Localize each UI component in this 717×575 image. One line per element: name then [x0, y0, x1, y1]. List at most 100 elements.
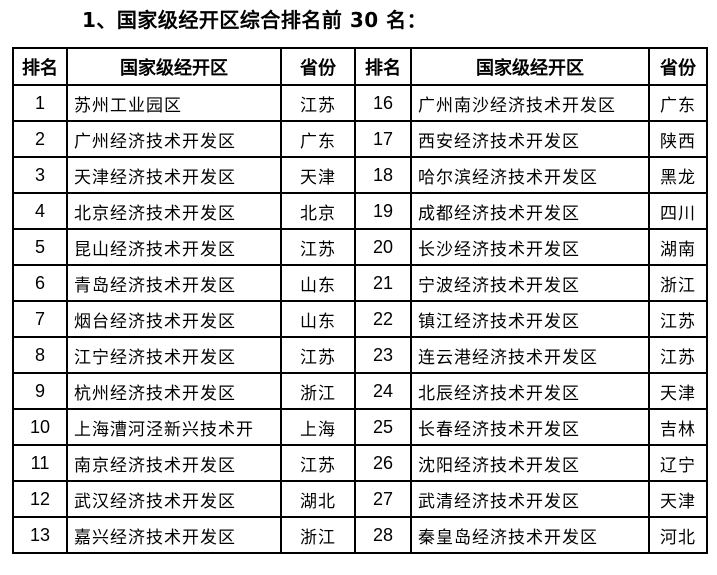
rank-cell: 8 [12, 336, 68, 374]
zone-cell: 北京经济技术开发区 [66, 192, 282, 230]
table-row: 4 北京经济技术开发区 北京 19 成都经济技术开发区 四川 [12, 192, 708, 230]
table-row: 7 烟台经济技术开发区 山东 22 镇江经济技术开发区 江苏 [12, 300, 708, 338]
province-cell: 上海 [280, 408, 356, 446]
zone-cell: 嘉兴经济技术开发区 [66, 516, 282, 554]
province-cell: 江苏 [648, 300, 708, 338]
table-row: 3 天津经济技术开发区 天津 18 哈尔滨经济技术开发区 黑龙 [12, 156, 708, 194]
zone-cell: 成都经济技术开发区 [410, 192, 650, 230]
zone-cell: 北辰经济技术开发区 [410, 372, 650, 410]
rank-cell: 13 [12, 516, 68, 554]
province-cell: 广东 [648, 84, 708, 122]
province-cell: 山东 [280, 300, 356, 338]
zone-cell: 青岛经济技术开发区 [66, 264, 282, 302]
rank-cell: 7 [12, 300, 68, 338]
rank-cell: 6 [12, 264, 68, 302]
province-cell: 湖南 [648, 228, 708, 266]
rank-cell: 26 [354, 444, 412, 482]
table-row: 2 广州经济技术开发区 广东 17 西安经济技术开发区 陕西 [12, 120, 708, 158]
zone-cell: 烟台经济技术开发区 [66, 300, 282, 338]
zone-cell: 武清经济技术开发区 [410, 480, 650, 518]
section-title: 1、国家级经开区综合排名前 30 名： [82, 8, 428, 32]
table-row: 5 昆山经济技术开发区 江苏 20 长沙经济技术开发区 湖南 [12, 228, 708, 266]
province-cell: 天津 [648, 372, 708, 410]
province-cell: 江苏 [280, 336, 356, 374]
ranking-table: 排名 国家级经开区 省份 排名 国家级经开区 省份 1 苏州工业园区 江苏 16 广州南… [12, 47, 708, 554]
rank-cell: 2 [12, 120, 68, 158]
province-cell: 河北 [648, 516, 708, 554]
zone-cell: 宁波经济技术开发区 [410, 264, 650, 302]
zone-cell: 哈尔滨经济技术开发区 [410, 156, 650, 194]
rank-cell: 21 [354, 264, 412, 302]
header-rank: 排名 [12, 47, 68, 86]
rank-cell: 10 [12, 408, 68, 446]
province-cell: 浙江 [280, 372, 356, 410]
rank-cell: 4 [12, 192, 68, 230]
rank-cell: 20 [354, 228, 412, 266]
rank-cell: 22 [354, 300, 412, 338]
province-cell: 黑龙 [648, 156, 708, 194]
province-cell: 吉林 [648, 408, 708, 446]
zone-cell: 长沙经济技术开发区 [410, 228, 650, 266]
province-cell: 江苏 [280, 84, 356, 122]
table-row: 10 上海漕河泾新兴技术开 上海 25 长春经济技术开发区 吉林 [12, 408, 708, 446]
rank-cell: 17 [354, 120, 412, 158]
rank-cell: 27 [354, 480, 412, 518]
province-cell: 广东 [280, 120, 356, 158]
rank-cell: 25 [354, 408, 412, 446]
table-row: 13 嘉兴经济技术开发区 浙江 28 秦皇岛经济技术开发区 河北 [12, 516, 708, 554]
table-body: 1 苏州工业园区 江苏 16 广州南沙经济技术开发区 广东 2 广州经济技术开发区 广东 17 西安… [12, 84, 708, 554]
rank-cell: 19 [354, 192, 412, 230]
zone-cell: 秦皇岛经济技术开发区 [410, 516, 650, 554]
zone-cell: 天津经济技术开发区 [66, 156, 282, 194]
zone-cell: 上海漕河泾新兴技术开 [66, 408, 282, 446]
province-cell: 江苏 [648, 336, 708, 374]
zone-cell: 广州经济技术开发区 [66, 120, 282, 158]
rank-cell: 18 [354, 156, 412, 194]
zone-cell: 杭州经济技术开发区 [66, 372, 282, 410]
province-cell: 四川 [648, 192, 708, 230]
province-cell: 江苏 [280, 228, 356, 266]
rank-cell: 9 [12, 372, 68, 410]
zone-cell: 长春经济技术开发区 [410, 408, 650, 446]
zone-cell: 连云港经济技术开发区 [410, 336, 650, 374]
rank-cell: 23 [354, 336, 412, 374]
zone-cell: 镇江经济技术开发区 [410, 300, 650, 338]
table-row: 1 苏州工业园区 江苏 16 广州南沙经济技术开发区 广东 [12, 84, 708, 122]
header-province: 省份 [648, 47, 708, 86]
rank-cell: 16 [354, 84, 412, 122]
zone-cell: 西安经济技术开发区 [410, 120, 650, 158]
table-row: 8 江宁经济技术开发区 江苏 23 连云港经济技术开发区 江苏 [12, 336, 708, 374]
table-row: 9 杭州经济技术开发区 浙江 24 北辰经济技术开发区 天津 [12, 372, 708, 410]
rank-cell: 3 [12, 156, 68, 194]
zone-cell: 广州南沙经济技术开发区 [410, 84, 650, 122]
province-cell: 山东 [280, 264, 356, 302]
rank-cell: 24 [354, 372, 412, 410]
table-row: 12 武汉经济技术开发区 湖北 27 武清经济技术开发区 天津 [12, 480, 708, 518]
province-cell: 陕西 [648, 120, 708, 158]
province-cell: 天津 [648, 480, 708, 518]
header-row: 排名 国家级经开区 省份 排名 国家级经开区 省份 [12, 47, 708, 86]
province-cell: 江苏 [280, 444, 356, 482]
province-cell: 浙江 [648, 264, 708, 302]
table-row: 11 南京经济技术开发区 江苏 26 沈阳经济技术开发区 辽宁 [12, 444, 708, 482]
table-row: 6 青岛经济技术开发区 山东 21 宁波经济技术开发区 浙江 [12, 264, 708, 302]
zone-cell: 武汉经济技术开发区 [66, 480, 282, 518]
rank-cell: 1 [12, 84, 68, 122]
rank-cell: 5 [12, 228, 68, 266]
header-zone: 国家级经开区 [66, 47, 282, 86]
province-cell: 天津 [280, 156, 356, 194]
zone-cell: 江宁经济技术开发区 [66, 336, 282, 374]
zone-cell: 沈阳经济技术开发区 [410, 444, 650, 482]
rank-cell: 11 [12, 444, 68, 482]
header-province: 省份 [280, 47, 356, 86]
header-zone: 国家级经开区 [410, 47, 650, 86]
header-rank: 排名 [354, 47, 412, 86]
province-cell: 湖北 [280, 480, 356, 518]
province-cell: 辽宁 [648, 444, 708, 482]
province-cell: 浙江 [280, 516, 356, 554]
province-cell: 北京 [280, 192, 356, 230]
zone-cell: 南京经济技术开发区 [66, 444, 282, 482]
zone-cell: 昆山经济技术开发区 [66, 228, 282, 266]
zone-cell: 苏州工业园区 [66, 84, 282, 122]
rank-cell: 28 [354, 516, 412, 554]
